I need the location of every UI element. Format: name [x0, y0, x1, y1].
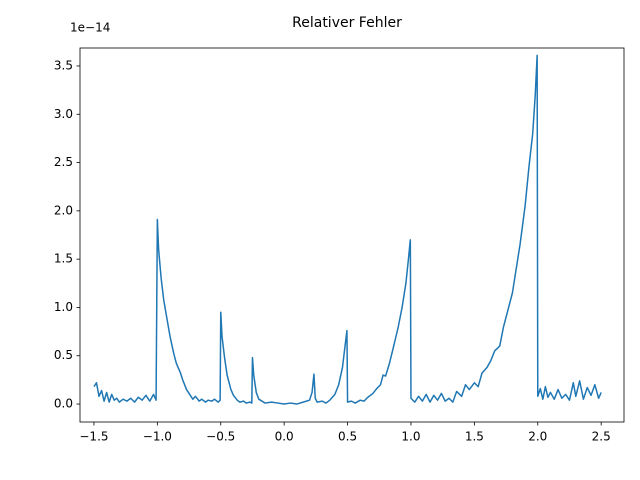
- x-tick-label: 2.5: [592, 430, 611, 444]
- y-tick-label: 1.0: [54, 300, 73, 314]
- y-offset-label: 1e−14: [70, 21, 110, 35]
- y-tick-label: 3.5: [54, 58, 73, 72]
- x-tick-label: 2.0: [528, 430, 547, 444]
- x-tick-label: −0.5: [206, 430, 235, 444]
- y-tick-label: 0.0: [54, 397, 73, 411]
- x-tick-label: 1.5: [465, 430, 484, 444]
- y-tick-label: 2.0: [54, 203, 73, 217]
- x-tick-label: 0.5: [338, 430, 357, 444]
- y-tick-label: 3.0: [54, 107, 73, 121]
- x-tick-label: 1.0: [401, 430, 420, 444]
- y-tick-label: 2.5: [54, 155, 73, 169]
- y-tick-label: 0.5: [54, 348, 73, 362]
- data-line: [93, 54, 602, 405]
- y-tick-label: 1.5: [54, 252, 73, 266]
- chart-title: Relativer Fehler: [292, 15, 402, 31]
- x-tick-label: 0.0: [275, 430, 294, 444]
- x-tick-label: −1.5: [79, 430, 108, 444]
- x-tick-label: −1.0: [143, 430, 172, 444]
- axes-frame: [79, 47, 625, 423]
